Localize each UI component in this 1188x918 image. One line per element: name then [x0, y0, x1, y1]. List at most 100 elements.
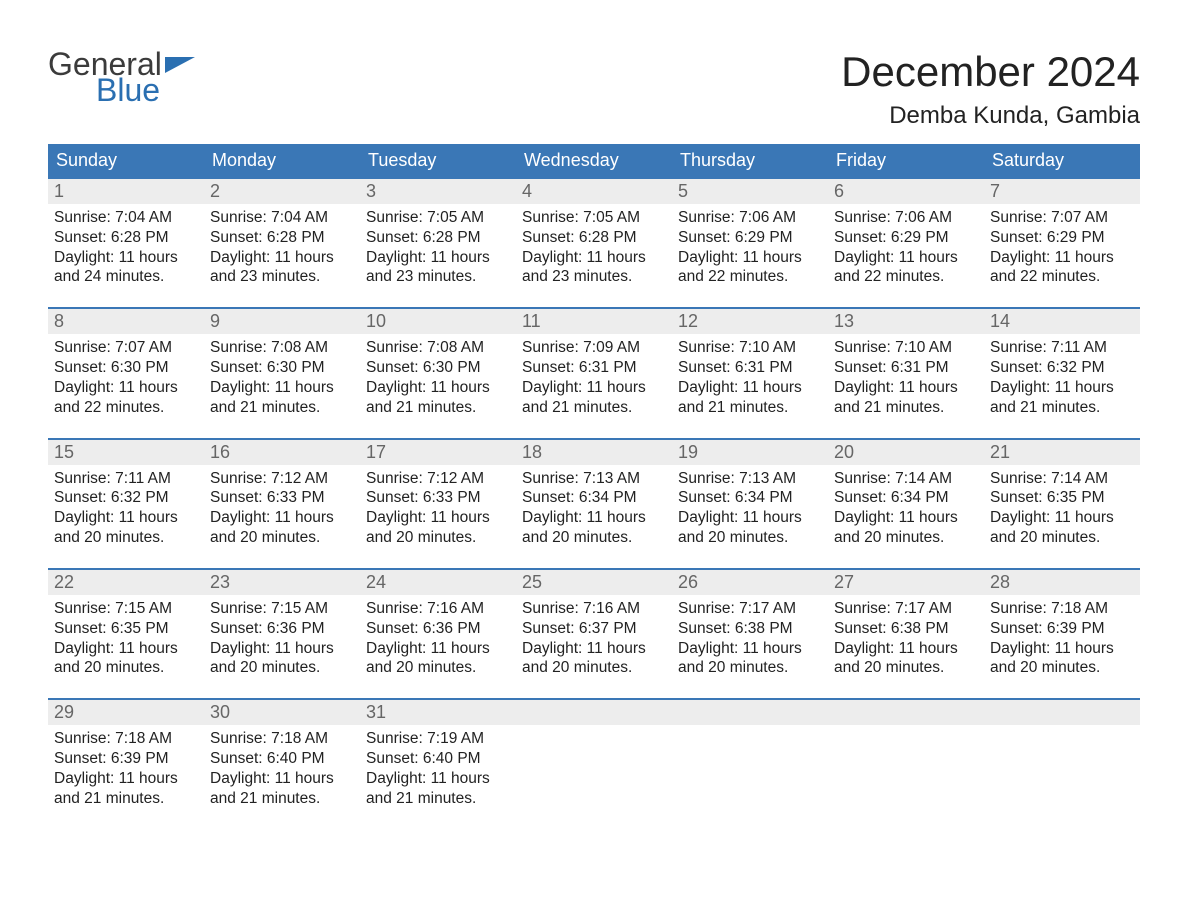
- sunrise-line: Sunrise: 7:18 AM: [210, 729, 354, 749]
- daylight-line: Daylight: 11 hours and 20 minutes.: [210, 639, 354, 679]
- weekday-saturday: Saturday: [984, 144, 1140, 177]
- sunrise-line: Sunrise: 7:15 AM: [210, 599, 354, 619]
- day-number: 23: [204, 570, 360, 595]
- day-cell: 23Sunrise: 7:15 AMSunset: 6:36 PMDayligh…: [204, 568, 360, 680]
- sunrise-line: Sunrise: 7:05 AM: [366, 208, 510, 228]
- location: Demba Kunda, Gambia: [841, 102, 1140, 130]
- day-body: Sunrise: 7:14 AMSunset: 6:35 PMDaylight:…: [984, 465, 1140, 550]
- day-cell: 29Sunrise: 7:18 AMSunset: 6:39 PMDayligh…: [48, 698, 204, 810]
- sunrise-line: Sunrise: 7:11 AM: [54, 469, 198, 489]
- day-cell: 31Sunrise: 7:19 AMSunset: 6:40 PMDayligh…: [360, 698, 516, 810]
- sunset-line: Sunset: 6:36 PM: [210, 619, 354, 639]
- day-cell: 27Sunrise: 7:17 AMSunset: 6:38 PMDayligh…: [828, 568, 984, 680]
- day-body: Sunrise: 7:04 AMSunset: 6:28 PMDaylight:…: [204, 204, 360, 289]
- daylight-line: Daylight: 11 hours and 23 minutes.: [210, 248, 354, 288]
- day-number: 30: [204, 700, 360, 725]
- sunset-line: Sunset: 6:34 PM: [834, 488, 978, 508]
- daylight-line: Daylight: 11 hours and 21 minutes.: [210, 769, 354, 809]
- sunset-line: Sunset: 6:36 PM: [366, 619, 510, 639]
- weekday-wednesday: Wednesday: [516, 144, 672, 177]
- day-cell: 17Sunrise: 7:12 AMSunset: 6:33 PMDayligh…: [360, 438, 516, 550]
- sunrise-line: Sunrise: 7:14 AM: [990, 469, 1134, 489]
- day-cell: 12Sunrise: 7:10 AMSunset: 6:31 PMDayligh…: [672, 307, 828, 419]
- day-body: Sunrise: 7:04 AMSunset: 6:28 PMDaylight:…: [48, 204, 204, 289]
- calendar: Sunday Monday Tuesday Wednesday Thursday…: [48, 144, 1140, 811]
- sunset-line: Sunset: 6:29 PM: [834, 228, 978, 248]
- day-body: Sunrise: 7:15 AMSunset: 6:36 PMDaylight:…: [204, 595, 360, 680]
- day-number: 15: [48, 440, 204, 465]
- weekday-thursday: Thursday: [672, 144, 828, 177]
- daylight-line: Daylight: 11 hours and 20 minutes.: [834, 639, 978, 679]
- week-row: 1Sunrise: 7:04 AMSunset: 6:28 PMDaylight…: [48, 177, 1140, 289]
- daylight-line: Daylight: 11 hours and 22 minutes.: [678, 248, 822, 288]
- sunrise-line: Sunrise: 7:14 AM: [834, 469, 978, 489]
- day-number-empty: [672, 700, 828, 725]
- day-body: Sunrise: 7:05 AMSunset: 6:28 PMDaylight:…: [516, 204, 672, 289]
- day-number: 1: [48, 179, 204, 204]
- day-cell: 25Sunrise: 7:16 AMSunset: 6:37 PMDayligh…: [516, 568, 672, 680]
- day-cell: [516, 698, 672, 810]
- sunrise-line: Sunrise: 7:07 AM: [54, 338, 198, 358]
- day-cell: 22Sunrise: 7:15 AMSunset: 6:35 PMDayligh…: [48, 568, 204, 680]
- sunrise-line: Sunrise: 7:15 AM: [54, 599, 198, 619]
- day-cell: [672, 698, 828, 810]
- weekday-header-row: Sunday Monday Tuesday Wednesday Thursday…: [48, 144, 1140, 177]
- sunset-line: Sunset: 6:29 PM: [678, 228, 822, 248]
- sunrise-line: Sunrise: 7:04 AM: [210, 208, 354, 228]
- daylight-line: Daylight: 11 hours and 20 minutes.: [990, 639, 1134, 679]
- day-body: Sunrise: 7:10 AMSunset: 6:31 PMDaylight:…: [828, 334, 984, 419]
- daylight-line: Daylight: 11 hours and 20 minutes.: [366, 639, 510, 679]
- day-cell: 16Sunrise: 7:12 AMSunset: 6:33 PMDayligh…: [204, 438, 360, 550]
- day-number-empty: [516, 700, 672, 725]
- day-body: Sunrise: 7:07 AMSunset: 6:30 PMDaylight:…: [48, 334, 204, 419]
- day-body: Sunrise: 7:13 AMSunset: 6:34 PMDaylight:…: [672, 465, 828, 550]
- daylight-line: Daylight: 11 hours and 20 minutes.: [210, 508, 354, 548]
- daylight-line: Daylight: 11 hours and 21 minutes.: [210, 378, 354, 418]
- week-row: 22Sunrise: 7:15 AMSunset: 6:35 PMDayligh…: [48, 568, 1140, 680]
- title-block: December 2024 Demba Kunda, Gambia: [841, 48, 1140, 130]
- sunset-line: Sunset: 6:28 PM: [366, 228, 510, 248]
- day-cell: 26Sunrise: 7:17 AMSunset: 6:38 PMDayligh…: [672, 568, 828, 680]
- daylight-line: Daylight: 11 hours and 21 minutes.: [990, 378, 1134, 418]
- daylight-line: Daylight: 11 hours and 24 minutes.: [54, 248, 198, 288]
- daylight-line: Daylight: 11 hours and 21 minutes.: [522, 378, 666, 418]
- sunrise-line: Sunrise: 7:18 AM: [990, 599, 1134, 619]
- day-number: 6: [828, 179, 984, 204]
- daylight-line: Daylight: 11 hours and 21 minutes.: [834, 378, 978, 418]
- day-number: 19: [672, 440, 828, 465]
- day-body: Sunrise: 7:05 AMSunset: 6:28 PMDaylight:…: [360, 204, 516, 289]
- sunset-line: Sunset: 6:30 PM: [366, 358, 510, 378]
- daylight-line: Daylight: 11 hours and 20 minutes.: [678, 639, 822, 679]
- day-number: 11: [516, 309, 672, 334]
- day-cell: 10Sunrise: 7:08 AMSunset: 6:30 PMDayligh…: [360, 307, 516, 419]
- sunrise-line: Sunrise: 7:12 AM: [366, 469, 510, 489]
- day-cell: 14Sunrise: 7:11 AMSunset: 6:32 PMDayligh…: [984, 307, 1140, 419]
- sunset-line: Sunset: 6:29 PM: [990, 228, 1134, 248]
- daylight-line: Daylight: 11 hours and 22 minutes.: [990, 248, 1134, 288]
- daylight-line: Daylight: 11 hours and 21 minutes.: [54, 769, 198, 809]
- sunrise-line: Sunrise: 7:17 AM: [678, 599, 822, 619]
- day-cell: [828, 698, 984, 810]
- sunset-line: Sunset: 6:30 PM: [54, 358, 198, 378]
- day-number: 27: [828, 570, 984, 595]
- sunset-line: Sunset: 6:28 PM: [54, 228, 198, 248]
- weeks-container: 1Sunrise: 7:04 AMSunset: 6:28 PMDaylight…: [48, 177, 1140, 811]
- week-row: 8Sunrise: 7:07 AMSunset: 6:30 PMDaylight…: [48, 307, 1140, 419]
- day-body: Sunrise: 7:06 AMSunset: 6:29 PMDaylight:…: [828, 204, 984, 289]
- daylight-line: Daylight: 11 hours and 23 minutes.: [522, 248, 666, 288]
- day-number: 14: [984, 309, 1140, 334]
- sunrise-line: Sunrise: 7:13 AM: [678, 469, 822, 489]
- day-number: 26: [672, 570, 828, 595]
- day-cell: 2Sunrise: 7:04 AMSunset: 6:28 PMDaylight…: [204, 177, 360, 289]
- day-number: 18: [516, 440, 672, 465]
- header-row: General Blue December 2024 Demba Kunda, …: [48, 48, 1140, 130]
- sunset-line: Sunset: 6:39 PM: [54, 749, 198, 769]
- sunset-line: Sunset: 6:40 PM: [366, 749, 510, 769]
- day-body: Sunrise: 7:08 AMSunset: 6:30 PMDaylight:…: [204, 334, 360, 419]
- day-body: Sunrise: 7:15 AMSunset: 6:35 PMDaylight:…: [48, 595, 204, 680]
- day-body: Sunrise: 7:13 AMSunset: 6:34 PMDaylight:…: [516, 465, 672, 550]
- sunset-line: Sunset: 6:32 PM: [54, 488, 198, 508]
- day-cell: 9Sunrise: 7:08 AMSunset: 6:30 PMDaylight…: [204, 307, 360, 419]
- day-cell: [984, 698, 1140, 810]
- week-row: 15 Sunrise: 7:11 AMSunset: 6:32 PM Dayligh…: [48, 438, 1140, 550]
